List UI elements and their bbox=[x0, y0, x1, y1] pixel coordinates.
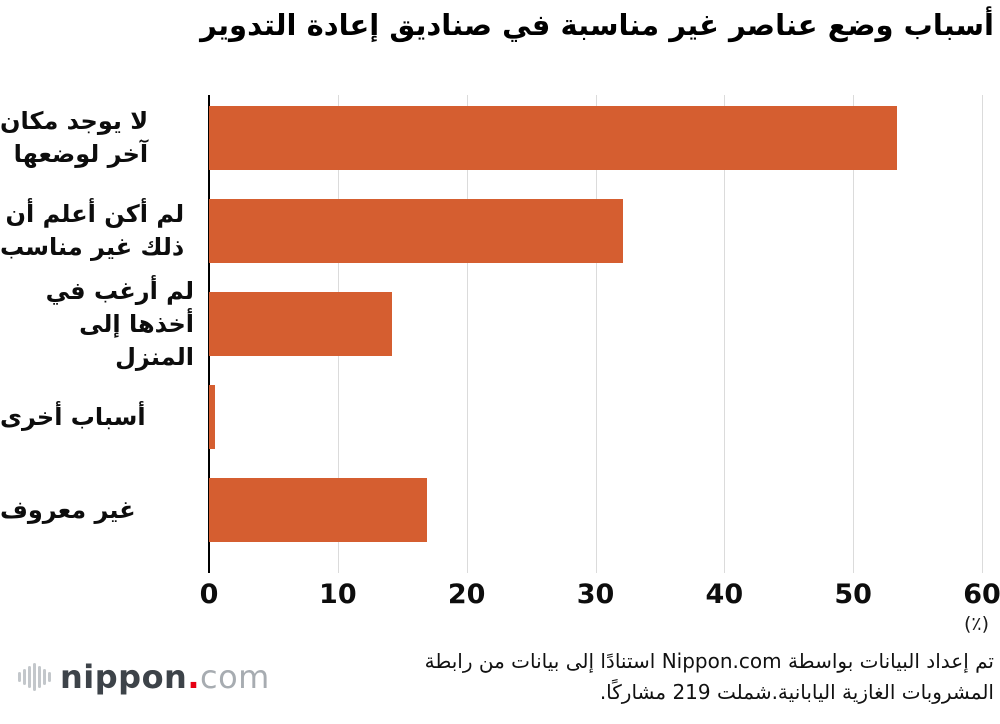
category-label: لم أرغب في أخذها إلى المنزل bbox=[45, 276, 194, 371]
x-tick-60: 60 bbox=[963, 579, 1000, 610]
bar-row: أسباب أخرى bbox=[0, 374, 1000, 467]
bar-track bbox=[209, 199, 982, 263]
nippon-logo: nippon.com bbox=[18, 658, 270, 696]
source-line-2: المشروبات الغازية اليابانية.شملت 219 مشا… bbox=[599, 680, 994, 704]
x-tick-30: 30 bbox=[576, 579, 615, 610]
bar-row: لا يوجد مكان آخر لوضعها bbox=[0, 95, 1000, 188]
bar-track bbox=[209, 292, 982, 356]
footer: nippon.com تم إعداد البيانات بواسطة Nipp… bbox=[18, 646, 994, 708]
logo-wordmark: nippon.com bbox=[60, 658, 270, 696]
gridline-50 bbox=[853, 95, 855, 573]
logo-dot: . bbox=[187, 658, 200, 696]
bar-row: لم أرغب في أخذها إلى المنزل bbox=[0, 276, 1000, 374]
bar-row: لم أكن أعلم أن ذلك غير مناسب bbox=[0, 188, 1000, 281]
x-tick-50: 50 bbox=[834, 579, 872, 610]
gridline-60 bbox=[982, 95, 983, 573]
gridline-30 bbox=[595, 95, 597, 573]
bar-track bbox=[209, 106, 982, 170]
bar bbox=[209, 478, 427, 542]
bar bbox=[209, 385, 216, 449]
bar bbox=[209, 292, 392, 356]
bar-track bbox=[209, 478, 982, 542]
x-tick-40: 40 bbox=[705, 579, 744, 610]
bar-row: غير معروف bbox=[0, 467, 1000, 560]
x-tick-0: 0 bbox=[199, 579, 219, 610]
chart-title: أسباب وضع عناصر غير مناسبة في صناديق إعا… bbox=[200, 8, 994, 42]
source-line-1: تم إعداد البيانات بواسطة Nippon.com استن… bbox=[424, 649, 994, 673]
bar bbox=[209, 106, 897, 170]
x-tick-10: 10 bbox=[319, 579, 357, 610]
x-axis: 0 10 20 30 40 50 60 (٪) bbox=[200, 579, 1000, 639]
bar bbox=[209, 199, 623, 263]
soundbars-icon bbox=[18, 662, 51, 692]
gridline-20 bbox=[466, 95, 468, 573]
bar-chart: لا يوجد مكان آخر لوضعها لم أكن أعلم أن ذ… bbox=[0, 95, 1000, 640]
category-label: لم أكن أعلم أن ذلك غير مناسب bbox=[0, 200, 185, 261]
category-label: لا يوجد مكان آخر لوضعها bbox=[0, 107, 149, 168]
bar-rows: لا يوجد مكان آخر لوضعها لم أكن أعلم أن ذ… bbox=[0, 95, 1000, 560]
gridline-40 bbox=[724, 95, 726, 573]
category-label: غير معروف bbox=[0, 495, 136, 524]
logo-tld: com bbox=[199, 658, 270, 696]
category-label: أسباب أخرى bbox=[0, 402, 146, 431]
x-axis-unit: (٪) bbox=[963, 613, 990, 635]
bar-track bbox=[209, 385, 982, 449]
data-source-note: تم إعداد البيانات بواسطة Nippon.com استن… bbox=[425, 646, 994, 708]
x-tick-20: 20 bbox=[447, 579, 486, 610]
logo-name: nippon bbox=[60, 658, 188, 696]
